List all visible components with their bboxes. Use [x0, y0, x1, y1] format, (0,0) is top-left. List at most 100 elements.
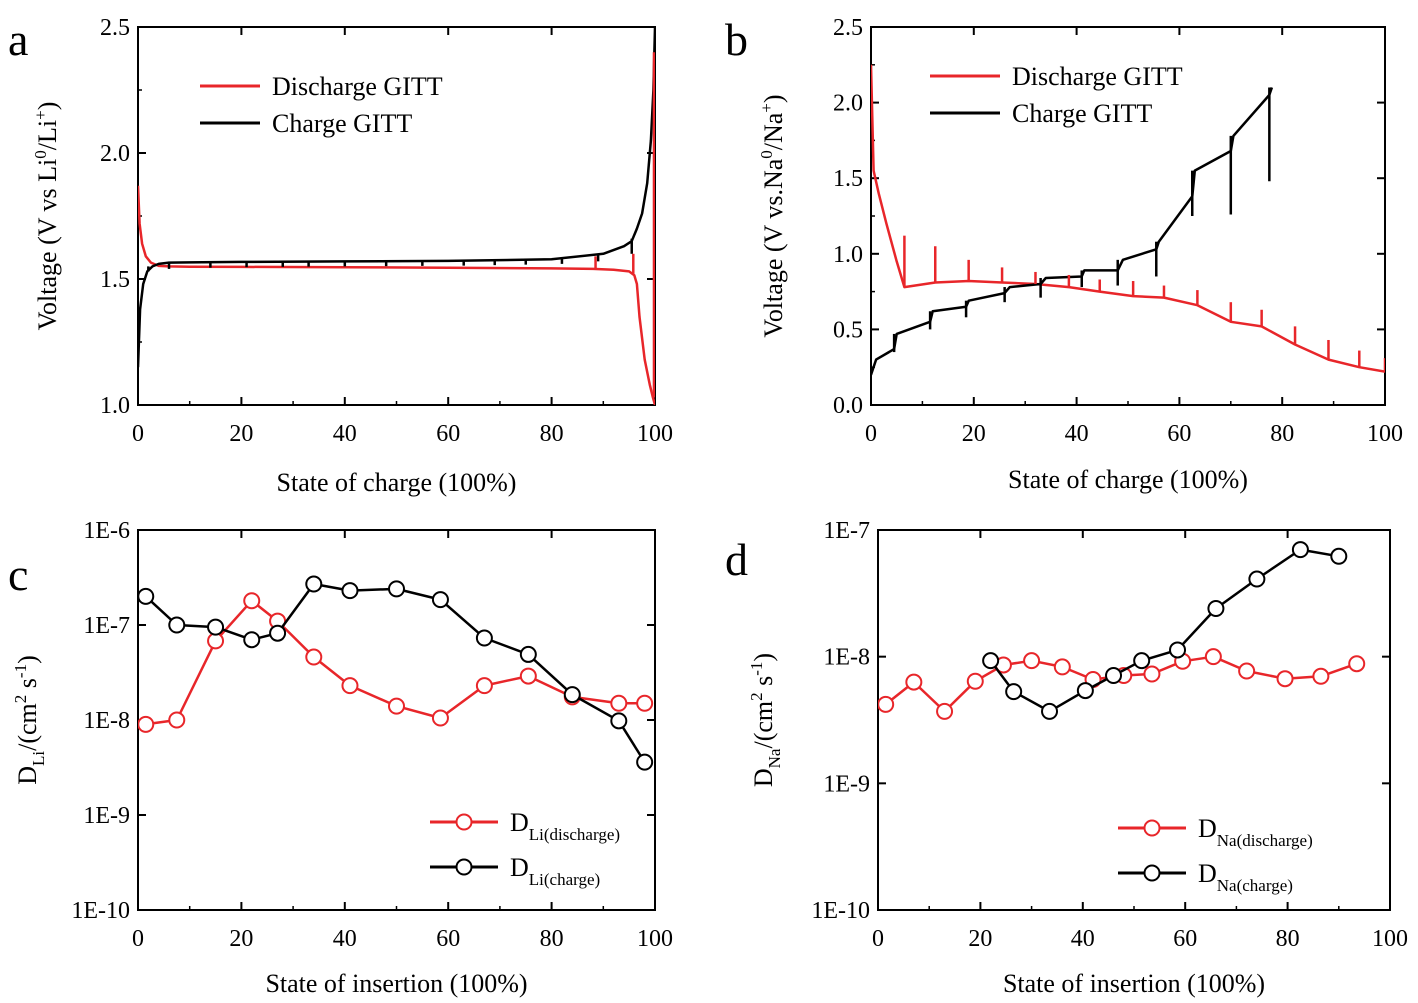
data-point — [878, 695, 895, 713]
series-line-na-charge- — [989, 548, 1340, 713]
data-point — [243, 631, 261, 649]
y-tick-label: 1.5 — [100, 267, 130, 293]
data-point — [1076, 682, 1094, 700]
data-point — [519, 645, 537, 663]
data-point — [1276, 670, 1294, 688]
data-point — [519, 667, 537, 685]
plot-area — [878, 541, 1366, 720]
panel-c: c 0 20 40 60 80 100 1E-10 1E-9 1E-8 1E-7 1E-6 State … — [8, 518, 673, 998]
panel-letter: b — [725, 14, 748, 65]
x-tick-label: 60 — [1173, 926, 1197, 952]
series-line-discharge-gitt — [138, 185, 655, 405]
y-tick-label: 1E-9 — [83, 803, 130, 829]
data-point — [341, 582, 359, 600]
data-point — [1348, 655, 1366, 673]
data-point — [269, 624, 287, 642]
y-tick-label: 1E-7 — [83, 613, 130, 639]
panel-a: a 0 20 40 60 80 100 1.0 1.5 2.0 2.5 State of charge… — [8, 14, 673, 497]
y-axis-label: Voltage (V vs.Na0/Na+) — [757, 94, 788, 337]
x-tick-label: 0 — [872, 926, 884, 952]
legend-label: Discharge GITT — [272, 72, 443, 101]
data-point — [1204, 648, 1222, 666]
y-axis-label: Voltage (V vs Li0/Li+) — [31, 102, 62, 331]
x-tick-label: 80 — [540, 421, 564, 447]
x-tick-label: 20 — [229, 926, 253, 952]
y-tick-label: 1E-7 — [823, 518, 870, 544]
y-tick-label: 2.5 — [833, 15, 863, 41]
x-tick-label: 100 — [637, 926, 673, 952]
panel-b: b 0 20 40 60 80 100 0.0 0.5 1.0 1.5 2.0 2.5 State of … — [725, 14, 1403, 494]
y-tick-label: 0.0 — [833, 393, 863, 419]
data-point — [243, 592, 261, 610]
y-tick-label: 2.5 — [100, 15, 130, 41]
data-point — [1041, 702, 1059, 720]
legend-label: Discharge GITT — [1012, 62, 1183, 91]
y-tick-label: 1.0 — [100, 393, 130, 419]
x-tick-label: 100 — [637, 421, 673, 447]
data-point — [636, 694, 654, 712]
data-point — [475, 677, 493, 695]
y-axis-label: DNa/(cm2 s-1) — [747, 653, 784, 787]
y-tick-label: 1E-8 — [83, 708, 130, 734]
x-tick-label: 80 — [1276, 926, 1300, 952]
series-line-charge-gitt — [871, 87, 1274, 376]
data-point — [138, 587, 155, 605]
plot-area — [138, 575, 654, 771]
data-point — [305, 575, 323, 593]
x-axis-label: State of insertion (100%) — [265, 969, 527, 998]
y-tick-label: 1E-10 — [71, 898, 130, 924]
y-tick-label: 1E-10 — [811, 898, 870, 924]
legend-label: Charge GITT — [272, 109, 412, 138]
data-point — [207, 632, 225, 650]
x-tick-label: 100 — [1372, 926, 1408, 952]
data-point — [563, 686, 581, 704]
x-tick-label: 40 — [1065, 421, 1089, 447]
data-point — [431, 709, 449, 727]
data-point — [138, 715, 155, 733]
plot-area — [871, 64, 1385, 376]
x-tick-label: 20 — [968, 926, 992, 952]
data-point — [1248, 570, 1266, 588]
x-tick-label: 60 — [436, 926, 460, 952]
legend-label: DNa(charge) — [1198, 859, 1293, 895]
x-tick-label: 100 — [1367, 421, 1403, 447]
x-axis-label: State of charge (100%) — [277, 468, 517, 497]
legend: DLi(discharge) DLi(charge) — [430, 808, 620, 889]
y-tick-label: 1E-9 — [823, 771, 870, 797]
data-point — [1207, 600, 1225, 618]
data-point — [982, 652, 1000, 670]
plot-frame — [877, 529, 1391, 911]
data-point — [207, 618, 225, 636]
legend-label: Charge GITT — [1012, 99, 1152, 128]
data-point — [168, 616, 186, 634]
legend: Discharge GITT Charge GITT — [200, 72, 443, 138]
y-tick-label: 1.5 — [833, 166, 863, 192]
panel-letter: a — [8, 14, 28, 65]
y-tick-label: 1E-8 — [823, 645, 870, 671]
legend: Discharge GITT Charge GITT — [930, 62, 1183, 128]
data-point — [1133, 652, 1151, 670]
x-tick-label: 0 — [865, 421, 877, 447]
data-point — [1105, 667, 1123, 685]
data-point — [388, 697, 405, 715]
data-point — [1312, 667, 1330, 685]
data-point — [636, 753, 654, 771]
x-tick-label: 40 — [333, 421, 357, 447]
data-point — [905, 673, 923, 691]
data-point — [341, 677, 359, 695]
x-tick-label: 40 — [333, 926, 357, 952]
data-point — [1169, 641, 1187, 659]
legend: DNa(discharge) DNa(charge) — [1118, 814, 1313, 895]
data-point — [1330, 547, 1348, 565]
data-point — [168, 711, 186, 729]
data-point — [1023, 652, 1041, 670]
data-point — [610, 712, 628, 730]
plot-area — [138, 27, 655, 405]
data-point — [1238, 662, 1256, 680]
data-point — [1053, 658, 1071, 676]
y-tick-label: 0.5 — [833, 317, 863, 343]
data-point — [431, 591, 449, 609]
data-point — [388, 580, 405, 598]
legend-marker — [1143, 864, 1161, 882]
